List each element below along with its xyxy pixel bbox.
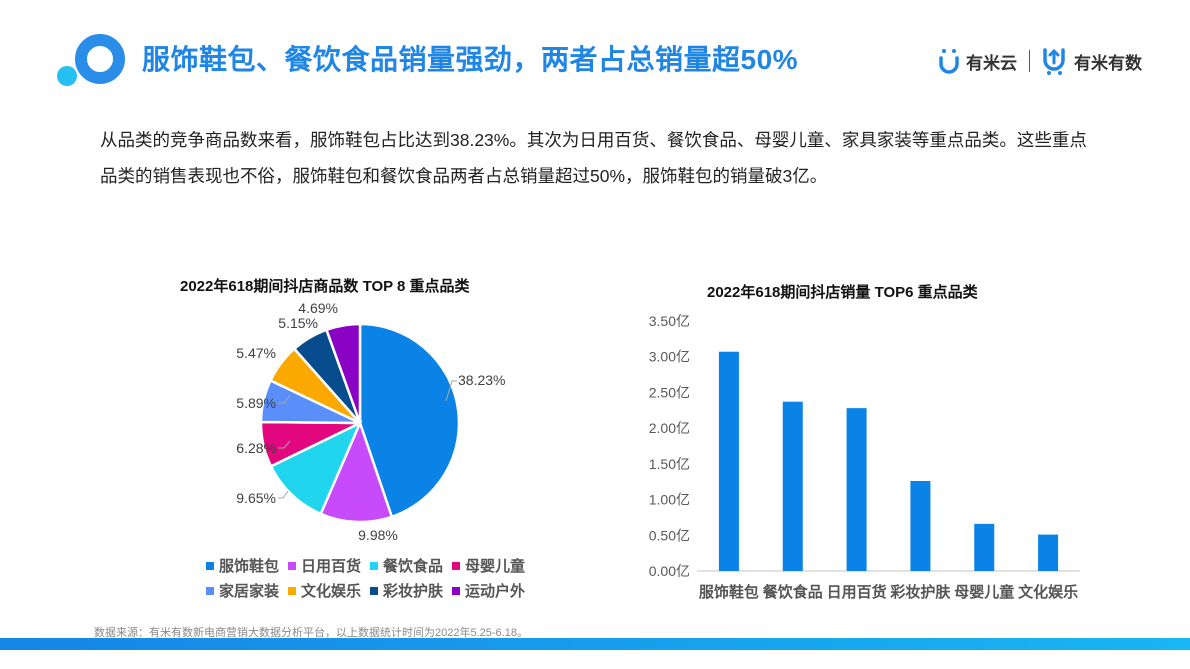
bar-5 [974, 523, 995, 571]
legend-item: 家居家装 [206, 580, 279, 601]
legend-swatch-icon [370, 561, 379, 570]
bar-6 [1038, 534, 1059, 571]
legend-label: 日用百货 [301, 558, 362, 575]
y-tick-label: 1.00亿 [649, 492, 690, 508]
brand-youmiyun: 有米云 [966, 53, 1017, 73]
brand-youmiyoushu: 有米有数 [1074, 53, 1142, 73]
brand-logos: 有米云 有米有数 [938, 44, 1142, 78]
y-tick-label: 0.00亿 [649, 563, 690, 579]
legend-item: 母婴儿童 [452, 555, 525, 576]
header-logo-icon [55, 32, 135, 96]
data-source-footnote: 数据来源：有米有数新电商营销大数据分析平台，以上数据统计时间为2022年5.25… [94, 627, 528, 639]
legend-label: 餐饮食品 [383, 558, 444, 575]
legend-label: 服饰鞋包 [219, 558, 280, 575]
legend-swatch-icon [452, 561, 461, 570]
x-tick-label: 文化娱乐 [1018, 583, 1078, 601]
legend-item: 餐饮食品 [370, 555, 443, 576]
legend-swatch-icon [288, 586, 297, 595]
legend-swatch-icon [288, 561, 297, 570]
pie-label: 5.15% [278, 315, 318, 331]
legend-item: 彩妆护肤 [370, 580, 443, 601]
pie-label: 5.47% [236, 345, 276, 361]
pie-label: 9.65% [236, 490, 276, 506]
bar-1 [718, 351, 739, 571]
pie-chart-title: 2022年618期间抖店商品数 TOP 8 重点品类 [180, 278, 470, 295]
pie-label: 9.98% [358, 527, 398, 543]
pie-chart: 38.23% 9.98% 9.65% 6.28% 5.89% 5.47%5.15%4.69… [236, 300, 505, 543]
legend-label: 彩妆护肤 [383, 583, 444, 600]
bar-3 [846, 408, 867, 571]
pie-legend: 服饰鞋包 日用百货 餐饮食品 母婴儿童 家居家装 文化娱乐 彩妆护肤 运动户外 [206, 553, 566, 603]
bar-chart: 0.00亿 0.50亿 1.00亿 1.50亿 2.00亿 2.50亿 3.00亿 3.50亿… [649, 313, 1080, 601]
legend-item: 运动户外 [452, 580, 525, 601]
legend-swatch-icon [206, 586, 214, 595]
intro-paragraph: 从品类的竞争商品数来看，服饰鞋包占比达到38.23%。其次为日用百货、餐饮食品、… [100, 130, 1087, 186]
y-tick-label: 3.00亿 [649, 349, 690, 365]
pie-slice-8 [324, 322, 362, 424]
x-tick-label: 日用百货 [827, 583, 887, 601]
legend-swatch-icon [206, 561, 214, 570]
footer-gradient-bar [0, 638, 1190, 650]
pie-slice-2 [319, 419, 394, 524]
x-tick-label: 彩妆护肤 [889, 583, 951, 601]
pie-label: 6.28% [236, 440, 276, 456]
legend-label: 母婴儿童 [465, 558, 526, 575]
pie-label: 38.23% [458, 372, 505, 388]
legend-item: 日用百货 [288, 555, 361, 576]
legend-item: 文化娱乐 [288, 580, 361, 601]
legend-swatch-icon [452, 586, 461, 595]
legend-swatch-icon [370, 586, 379, 595]
youmiyoushu-logo-icon [1043, 48, 1065, 75]
x-tick-label: 母婴儿童 [954, 583, 1014, 601]
pie-slice-3 [269, 420, 363, 516]
bar-2 [782, 401, 803, 571]
x-tick-label: 服饰鞋包 [699, 583, 759, 601]
page-title: 服饰鞋包、餐饮食品销量强劲，两者占总销量超50% [142, 44, 799, 75]
y-tick-label: 2.50亿 [649, 384, 690, 400]
x-tick-label: 餐饮食品 [763, 583, 823, 601]
legend-label: 运动户外 [465, 583, 526, 600]
pie-slice-1 [358, 322, 461, 519]
youmiyun-logo-icon [939, 49, 959, 74]
legend-label: 家居家装 [219, 583, 280, 600]
y-tick-label: 2.00亿 [649, 420, 690, 436]
legend-item: 服饰鞋包 [206, 555, 279, 576]
y-tick-label: 0.50亿 [649, 527, 690, 543]
legend-label: 文化娱乐 [301, 583, 362, 600]
brand-divider [1029, 50, 1030, 72]
pie-label: 4.69% [298, 300, 338, 316]
y-tick-label: 1.50亿 [649, 456, 690, 472]
bar-chart-title: 2022年618期间抖店销量 TOP6 重点品类 [707, 284, 978, 301]
y-tick-label: 3.50亿 [649, 313, 690, 329]
bar-4 [910, 481, 931, 571]
pie-label: 5.89% [236, 395, 276, 411]
